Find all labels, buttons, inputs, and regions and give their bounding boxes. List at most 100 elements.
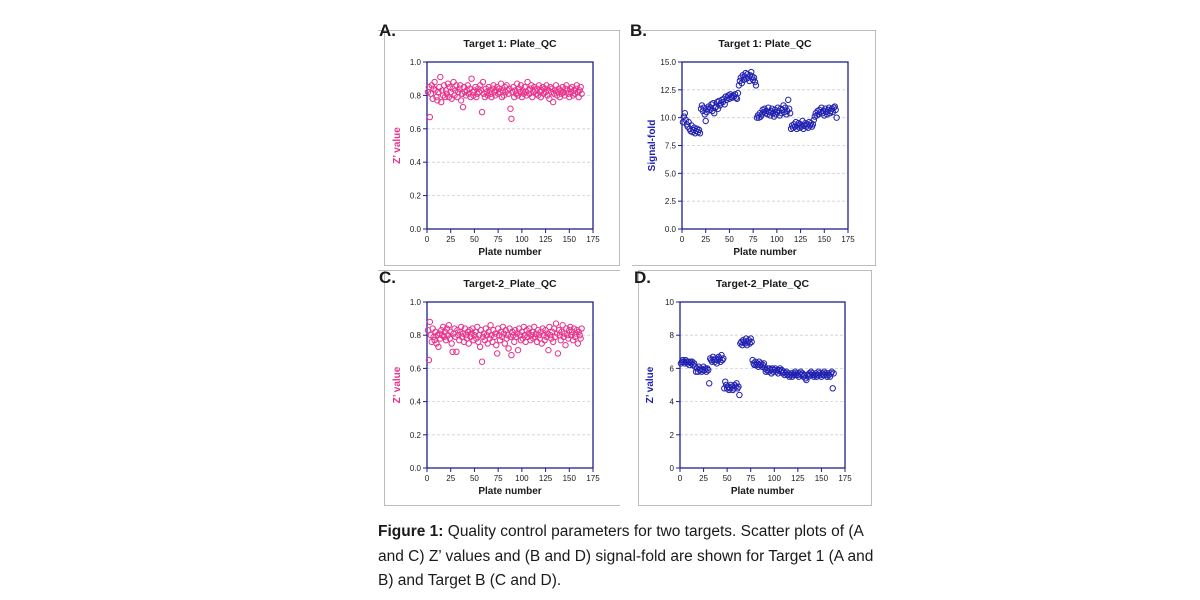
x-tick-label: 150 bbox=[818, 235, 832, 244]
data-point bbox=[576, 87, 583, 94]
data-point bbox=[507, 105, 514, 112]
data-point bbox=[546, 95, 553, 102]
data-point bbox=[433, 340, 440, 347]
data-point bbox=[514, 92, 522, 99]
x-tick-label: 125 bbox=[539, 474, 553, 483]
data-point bbox=[437, 335, 444, 342]
plot-frame bbox=[426, 61, 594, 230]
plot-frame bbox=[426, 301, 594, 469]
x-tick-label: 50 bbox=[470, 235, 479, 244]
data-point bbox=[554, 350, 562, 357]
data-point bbox=[562, 341, 569, 349]
x-tick-label: 150 bbox=[815, 474, 829, 483]
panel-a-letter: A. bbox=[379, 21, 396, 40]
panel-c-letter: C. bbox=[379, 268, 396, 287]
y-tick-label: 0.2 bbox=[410, 192, 422, 201]
y-tick-label: 0.6 bbox=[410, 364, 422, 373]
data-point bbox=[443, 90, 451, 97]
data-point bbox=[734, 89, 742, 97]
data-point bbox=[473, 93, 480, 101]
data-point bbox=[752, 358, 759, 365]
data-point bbox=[465, 340, 472, 347]
data-point bbox=[752, 82, 760, 89]
x-tick-label: 125 bbox=[791, 474, 805, 483]
x-tick-label: 50 bbox=[725, 235, 734, 244]
panel-a-frame bbox=[384, 30, 620, 266]
y-tick-label: 10.0 bbox=[660, 114, 676, 123]
data-point bbox=[555, 85, 563, 92]
data-point bbox=[706, 380, 713, 387]
data-point bbox=[702, 117, 709, 125]
data-point bbox=[492, 330, 499, 337]
data-point bbox=[822, 105, 829, 112]
data-point bbox=[438, 98, 445, 106]
data-point bbox=[578, 90, 585, 97]
data-point bbox=[577, 335, 584, 342]
data-point bbox=[809, 121, 817, 128]
data-point bbox=[748, 68, 755, 76]
data-point bbox=[735, 383, 742, 390]
data-point bbox=[476, 343, 484, 351]
data-point bbox=[448, 340, 455, 347]
data-point bbox=[696, 130, 704, 137]
panel-c-frame bbox=[384, 270, 620, 506]
x-tick-label: 175 bbox=[586, 474, 600, 483]
x-tick-label: 75 bbox=[494, 474, 503, 483]
data-point bbox=[449, 348, 456, 355]
data-point bbox=[578, 325, 585, 332]
data-point bbox=[562, 85, 569, 92]
x-tick-label: 25 bbox=[699, 474, 708, 483]
y-tick-label: 0.0 bbox=[665, 225, 677, 234]
data-point bbox=[530, 335, 537, 342]
x-tick-label: 175 bbox=[841, 235, 855, 244]
data-point bbox=[823, 373, 831, 380]
x-tick-label: 50 bbox=[723, 474, 732, 483]
data-point bbox=[806, 371, 814, 379]
data-point bbox=[457, 323, 465, 331]
data-point bbox=[512, 327, 519, 334]
data-point bbox=[426, 113, 434, 121]
data-point bbox=[574, 340, 582, 347]
data-point bbox=[457, 97, 465, 104]
x-tick-label: 25 bbox=[701, 235, 710, 244]
data-point bbox=[478, 108, 486, 116]
data-point bbox=[772, 365, 779, 372]
data-point bbox=[437, 73, 444, 81]
data-point bbox=[478, 358, 486, 365]
x-axis-label: Plate number bbox=[731, 486, 794, 497]
data-point bbox=[783, 111, 790, 118]
y-tick-label: 4 bbox=[670, 398, 675, 407]
x-tick-label: 175 bbox=[586, 235, 600, 244]
y-tick-label: 0 bbox=[670, 464, 675, 473]
x-tick-label: 0 bbox=[680, 235, 685, 244]
data-point bbox=[797, 368, 804, 375]
data-point bbox=[514, 346, 522, 354]
y-tick-label: 0.6 bbox=[410, 125, 422, 134]
data-point bbox=[493, 83, 501, 91]
y-tick-label: 15.0 bbox=[660, 58, 676, 67]
data-point bbox=[493, 350, 501, 357]
data-point bbox=[732, 383, 739, 390]
panel-b-letter: B. bbox=[630, 21, 647, 40]
data-point bbox=[714, 105, 722, 112]
data-point bbox=[435, 343, 442, 351]
data-point bbox=[535, 332, 543, 339]
data-point bbox=[461, 88, 469, 96]
x-tick-label: 125 bbox=[794, 235, 808, 244]
data-point bbox=[747, 335, 754, 342]
data-point bbox=[487, 322, 494, 329]
data-point bbox=[541, 85, 548, 92]
data-point bbox=[833, 114, 840, 121]
data-point bbox=[763, 107, 770, 115]
data-point bbox=[445, 322, 453, 329]
chart-title: Target-2_Plate_QC bbox=[463, 278, 557, 290]
x-tick-label: 75 bbox=[494, 235, 503, 244]
data-point bbox=[720, 355, 727, 362]
y-tick-label: 12.5 bbox=[660, 86, 676, 95]
data-point bbox=[490, 82, 497, 89]
data-point bbox=[695, 363, 703, 370]
x-tick-label: 75 bbox=[749, 235, 758, 244]
